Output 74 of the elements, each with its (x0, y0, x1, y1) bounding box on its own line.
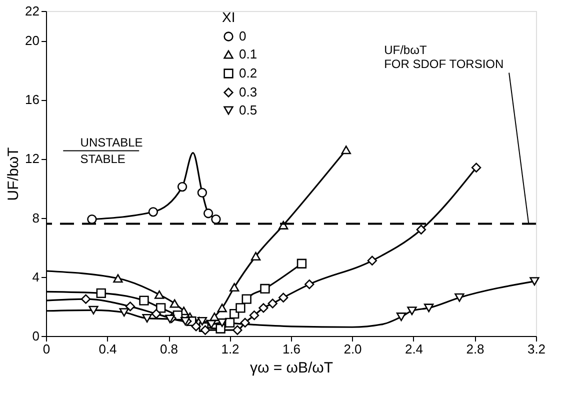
point (530, 277, 540, 286)
point (296, 258, 307, 268)
point (139, 296, 149, 306)
point (125, 302, 136, 312)
point (454, 293, 464, 302)
point (236, 303, 246, 313)
x-tick-label: 1.2 (221, 342, 240, 356)
point (424, 304, 434, 312)
point (96, 288, 106, 298)
y-tick-label: 12 (25, 151, 40, 166)
x-tick-label: 0 (42, 342, 50, 356)
y-tick-label: 0 (32, 328, 40, 344)
point (304, 279, 314, 290)
point (240, 318, 250, 328)
point (367, 256, 377, 266)
point (396, 312, 406, 322)
legend-label: 0 (239, 28, 246, 44)
point (216, 324, 226, 334)
y-tick-label: 20 (25, 33, 40, 48)
point (156, 303, 166, 313)
y-tick-label: 8 (32, 210, 40, 226)
point (230, 282, 240, 292)
point (217, 304, 227, 312)
y-tick-label: 4 (32, 269, 40, 284)
point (113, 274, 123, 283)
point (191, 322, 201, 332)
point (88, 306, 98, 314)
point (206, 320, 216, 328)
point (197, 316, 208, 326)
legend-label: 0.1 (239, 46, 258, 62)
point (260, 284, 270, 294)
x-tick-label: 2.0 (344, 342, 362, 356)
x-tick-label: 3.2 (527, 342, 546, 356)
point (154, 290, 164, 299)
point (142, 314, 152, 323)
point (203, 208, 214, 218)
point (258, 303, 268, 313)
x-tick-label: 2.8 (466, 342, 484, 356)
legend-label: 0.2 (239, 66, 258, 80)
point (249, 310, 260, 320)
point (80, 294, 91, 304)
x-tick-label: 1.6 (282, 342, 301, 356)
x-tick-label: 0.8 (160, 342, 178, 356)
legend-label: 0.3 (239, 84, 258, 100)
point (119, 308, 129, 317)
annotation: STABLE (80, 152, 126, 166)
point (268, 298, 278, 308)
y-axis-title: UF/bωT (5, 147, 22, 201)
point (177, 182, 188, 192)
point (407, 306, 417, 316)
point (242, 294, 252, 304)
y-tick-label: 22 (25, 4, 40, 18)
point (170, 299, 180, 308)
x-tick-label: 0.4 (98, 342, 117, 356)
point (341, 146, 351, 154)
annotation: UNSTABLE (80, 136, 143, 150)
x-tick-label: 2.4 (404, 342, 424, 356)
point (232, 325, 242, 335)
point (197, 188, 208, 198)
point (151, 309, 162, 319)
point (416, 224, 426, 234)
point (250, 252, 261, 260)
legend-label: 0.5 (239, 102, 258, 118)
point (200, 325, 210, 335)
point (224, 318, 235, 328)
point (148, 207, 158, 217)
point (217, 318, 227, 327)
point (211, 214, 221, 224)
point (471, 162, 482, 172)
ref-line-label: UF/bωT FOR SDOF TORSION (384, 43, 504, 71)
y-tick-label: 16 (25, 92, 40, 108)
x-axis-title: γω = ωB/ωT (250, 360, 334, 376)
point (278, 292, 288, 302)
legend-title: XI (222, 9, 236, 25)
